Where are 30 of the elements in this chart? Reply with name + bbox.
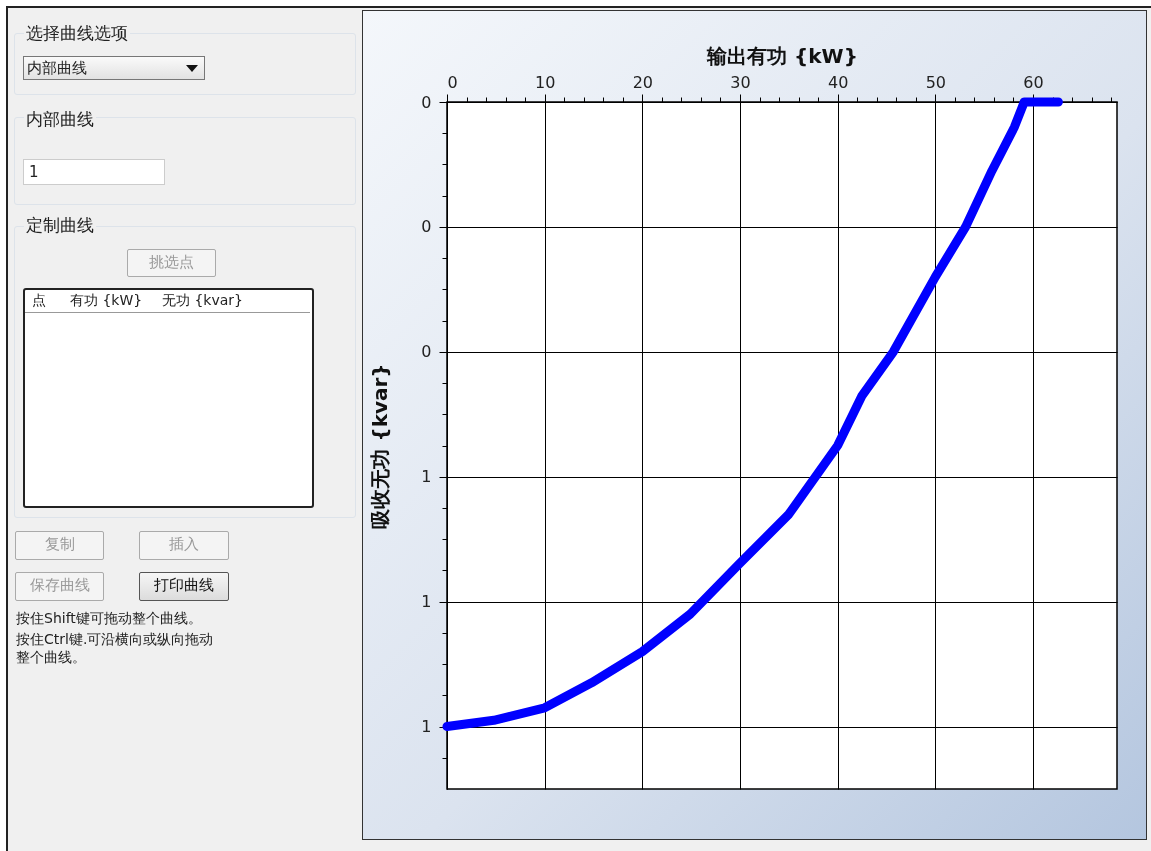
y-axis-title: 吸收无功 {kvar} bbox=[368, 363, 393, 529]
x-tick-label: 50 bbox=[925, 72, 947, 92]
x-tick-label: 10 bbox=[534, 72, 556, 92]
x-tick-label: 40 bbox=[827, 72, 849, 92]
text: 复制 bbox=[15, 531, 104, 560]
text: 选择曲线选项 bbox=[24, 22, 130, 45]
text: 按住Ctrl键.可沿横向或纵向拖动整个曲线。 bbox=[16, 630, 215, 666]
y-tick-label: 1 bbox=[421, 467, 432, 487]
x-tick-label: 20 bbox=[632, 72, 654, 92]
y-tick-label: 0 bbox=[421, 217, 432, 237]
x-tick-label: 30 bbox=[730, 72, 751, 92]
text: 保存曲线 bbox=[15, 572, 104, 601]
text: 挑选点 bbox=[127, 249, 216, 277]
text: 点 bbox=[32, 292, 46, 310]
x-tick-label: 60 bbox=[1023, 72, 1044, 92]
text: 无功 {kvar} bbox=[162, 292, 243, 310]
y-tick-label: 1 bbox=[421, 592, 432, 612]
text: 内部曲线 bbox=[23, 56, 205, 80]
text: 按住Shift键可拖动整个曲线。 bbox=[16, 610, 202, 628]
text: 定制曲线 bbox=[24, 214, 96, 237]
y-tick-label: 1 bbox=[421, 717, 432, 737]
text: 内部曲线 bbox=[24, 108, 96, 131]
x-tick-label: 0 bbox=[447, 72, 458, 92]
text: 打印曲线 bbox=[139, 572, 229, 601]
y-tick-label: 0 bbox=[421, 342, 432, 362]
text: 有功 {kW} bbox=[70, 292, 143, 310]
x-axis-title: 输出有功 {kW} bbox=[706, 43, 858, 68]
text: 1 bbox=[23, 159, 165, 185]
y-tick-label: 0 bbox=[421, 92, 432, 112]
text: 插入 bbox=[139, 531, 229, 560]
